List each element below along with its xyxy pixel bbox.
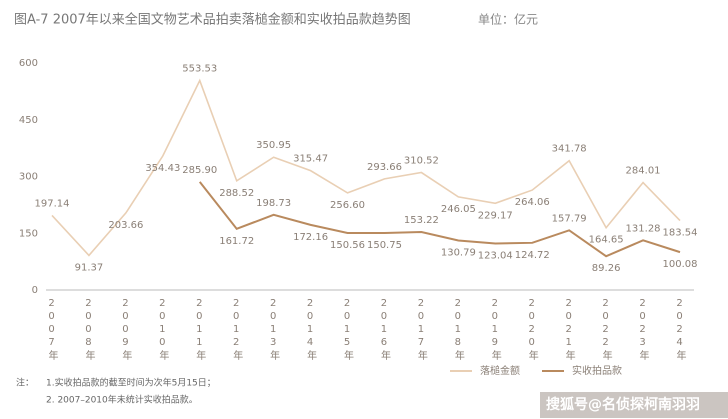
x-tick-label: 2010年 (157, 298, 169, 362)
data-label: 157.79 (552, 213, 587, 224)
x-tick-label: 2015年 (342, 298, 354, 362)
y-tick-label: 150 (19, 228, 38, 239)
data-label: 256.60 (330, 200, 365, 211)
x-tick-label: 2009年 (120, 298, 132, 362)
data-label: 131.28 (626, 223, 661, 234)
data-label: 197.14 (35, 198, 70, 209)
x-tick-label: 2022年 (600, 298, 612, 362)
data-label: 229.17 (478, 210, 513, 221)
data-label: 198.73 (256, 198, 291, 209)
data-label: 150.56 (330, 240, 365, 251)
y-tick-label: 300 (19, 172, 38, 183)
data-label: 203.66 (108, 220, 143, 231)
data-label: 264.06 (515, 197, 550, 208)
chart-subtitle: 单位：亿元 (478, 12, 538, 27)
data-label: 161.72 (219, 236, 254, 247)
y-tick-label: 450 (19, 115, 38, 126)
x-tick-label: 2014年 (305, 298, 317, 362)
x-tick-label: 2008年 (83, 298, 95, 362)
watermark: 搜狐号@名侦探柯南羽羽 (546, 396, 700, 413)
data-label: 246.05 (441, 204, 476, 215)
data-label: 123.04 (478, 250, 513, 261)
series-line (198, 181, 681, 258)
x-tick-label: 2023年 (637, 298, 649, 362)
note-label: 注： (16, 377, 34, 389)
x-tick-label: 2007年 (46, 298, 58, 362)
data-label: 350.95 (256, 140, 291, 151)
data-label: 91.37 (75, 262, 104, 273)
y-tick-label: 600 (19, 58, 38, 69)
legend-label: 实收拍品款 (572, 364, 622, 377)
note: 1.实收拍品款的截至时间为次年5月15日； (46, 377, 216, 389)
x-tick-label: 2013年 (268, 298, 280, 362)
data-label: 284.01 (626, 166, 661, 177)
watermark-bg (540, 392, 728, 418)
note: 2. 2007–2010年未统计实收拍品款。 (46, 394, 198, 406)
x-tick-label: 2020年 (526, 298, 538, 362)
data-label: 288.52 (219, 188, 254, 199)
x-tick-label: 2024年 (674, 298, 686, 362)
data-label: 89.26 (592, 263, 621, 274)
data-label: 354.43 (145, 163, 180, 174)
data-label: 553.53 (182, 64, 217, 75)
y-tick-label: 0 (32, 285, 38, 296)
data-label: 285.90 (182, 165, 217, 176)
data-label: 293.66 (367, 162, 402, 173)
data-label: 341.78 (552, 144, 587, 155)
data-label: 172.16 (293, 232, 328, 243)
series-line (51, 78, 681, 257)
x-tick-label: 2018年 (452, 298, 464, 362)
x-tick-label: 2017年 (415, 298, 427, 362)
data-label: 183.54 (663, 228, 698, 239)
data-label: 315.47 (293, 154, 328, 165)
x-tick-label: 2021年 (563, 298, 575, 362)
x-tick-label: 2016年 (378, 298, 390, 362)
data-label: 100.08 (663, 259, 698, 270)
data-label: 124.72 (515, 250, 550, 261)
data-label: 310.52 (404, 156, 439, 167)
x-tick-label: 2011年 (194, 298, 206, 362)
data-label: 130.79 (441, 248, 476, 259)
chart-title: 图A-7 2007年以来全国文物艺术品拍卖落槌金额和实收拍品款趋势图 (14, 12, 411, 28)
data-label: 164.65 (589, 235, 624, 246)
data-label: 153.22 (404, 215, 439, 226)
x-tick-label: 2012年 (231, 298, 243, 362)
data-label: 150.75 (367, 240, 402, 251)
legend-label: 落槌金额 (480, 364, 520, 377)
x-tick-label: 2019年 (489, 298, 501, 362)
